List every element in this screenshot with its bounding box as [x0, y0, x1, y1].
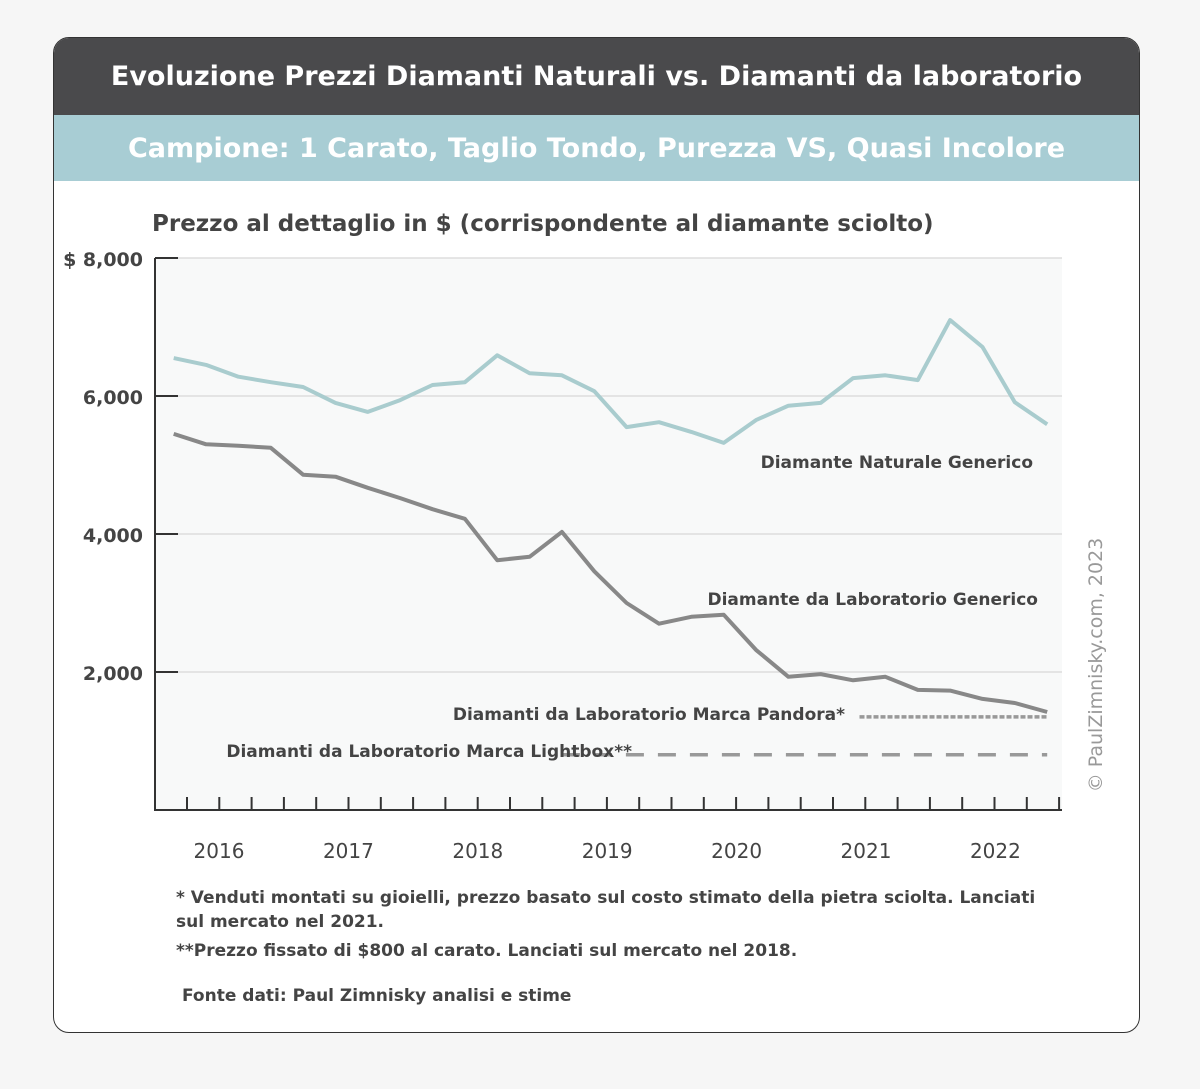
- series-label: Diamante Naturale Generico: [761, 453, 1033, 473]
- series-label: Diamanti da Laboratorio Marca Lightbox**: [226, 742, 632, 762]
- x-tick-label: 2022: [970, 839, 1021, 863]
- y-tick-label: 2,000: [83, 663, 143, 685]
- y-tick-label: 4,000: [83, 525, 143, 547]
- series-line-1: [173, 431, 1048, 714]
- x-tick-label: 2018: [452, 839, 503, 863]
- y-tick-label: 6,000: [83, 387, 143, 409]
- x-tick-label: 2017: [323, 839, 374, 863]
- y-tick-label: $ 8,000: [63, 249, 143, 271]
- source-note: Fonte dati: Paul Zimnisky analisi e stim…: [182, 986, 572, 1006]
- series-line-0: [173, 318, 1049, 445]
- x-tick-label: 2019: [582, 839, 633, 863]
- series-label: Diamanti da Laboratorio Marca Pandora*: [453, 705, 845, 725]
- chart-title: Evoluzione Prezzi Diamanti Naturali vs. …: [54, 38, 1139, 115]
- x-tick-label: 2020: [711, 839, 762, 863]
- footnote-1: * Venduti montati su gioielli, prezzo ba…: [176, 888, 1036, 932]
- watermark: © PaulZimnisky.com, 2023: [1085, 538, 1107, 793]
- chart-subtitle: Campione: 1 Carato, Taglio Tondo, Purezz…: [54, 115, 1139, 181]
- x-tick-label: 2016: [194, 839, 245, 863]
- footnote-2: **Prezzo fissato di $800 al carato. Lanc…: [176, 941, 798, 961]
- series-label: Diamante da Laboratorio Generico: [707, 590, 1038, 610]
- x-tick-label: 2021: [841, 839, 892, 863]
- chart-subtitle-label: Prezzo al dettaglio in $ (corrispondente…: [152, 211, 934, 237]
